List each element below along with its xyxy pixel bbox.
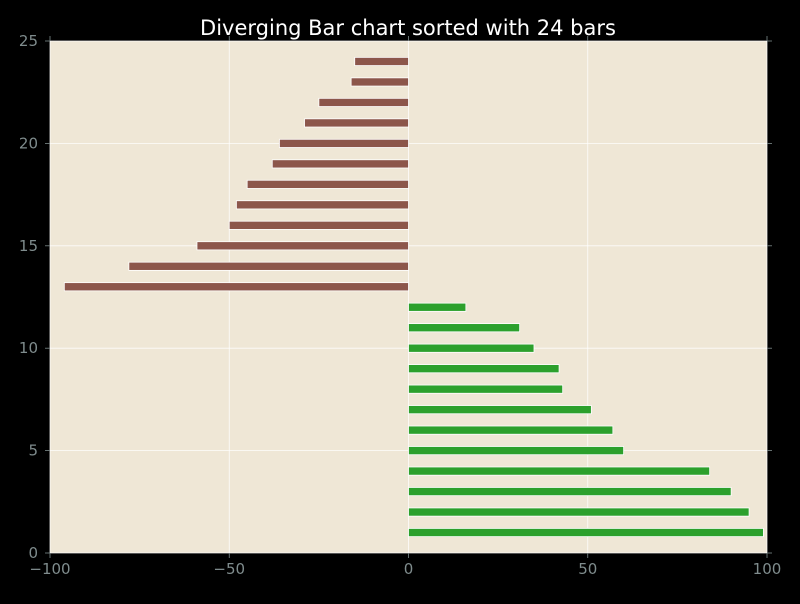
bar-positive	[408, 528, 764, 538]
x-tick-label: −50	[213, 560, 245, 578]
axis-ticks: −100 −50 0 50 100 0 5 10 15 20 25	[19, 32, 781, 578]
bar-positive	[408, 323, 521, 333]
bar-positive	[408, 425, 614, 435]
bar-positive	[408, 405, 592, 415]
y-tick-label: 5	[28, 442, 38, 460]
chart-title: Diverging Bar chart sorted with 24 bars	[200, 16, 616, 40]
bar-positive	[408, 364, 560, 374]
bar-negative	[128, 261, 409, 271]
bar-negative	[304, 118, 409, 128]
bar-negative	[196, 241, 409, 251]
bar-positive	[408, 446, 625, 456]
x-tick-label: 0	[404, 560, 414, 578]
bar-positive	[408, 466, 711, 476]
y-tick-label: 20	[19, 134, 38, 152]
bars	[63, 56, 764, 538]
bar-negative	[279, 138, 409, 148]
bar-negative	[236, 200, 409, 210]
x-tick-label: 50	[578, 560, 597, 578]
bar-negative	[228, 220, 409, 230]
y-tick-label: 25	[19, 32, 38, 50]
bar-positive	[408, 507, 750, 517]
bar-negative	[318, 97, 409, 107]
bar-positive	[408, 343, 535, 353]
bar-negative	[271, 159, 409, 169]
bar-positive	[408, 384, 564, 394]
y-tick-label: 15	[19, 237, 38, 255]
bar-negative	[246, 179, 409, 189]
bar-positive	[408, 302, 467, 312]
bar-positive	[408, 487, 732, 497]
bar-negative	[354, 56, 409, 66]
y-tick-label: 0	[28, 544, 38, 562]
x-tick-label: −100	[29, 560, 70, 578]
bar-negative	[350, 77, 409, 87]
bar-negative	[63, 282, 409, 292]
x-tick-label: 100	[753, 560, 782, 578]
y-tick-label: 10	[19, 339, 38, 357]
